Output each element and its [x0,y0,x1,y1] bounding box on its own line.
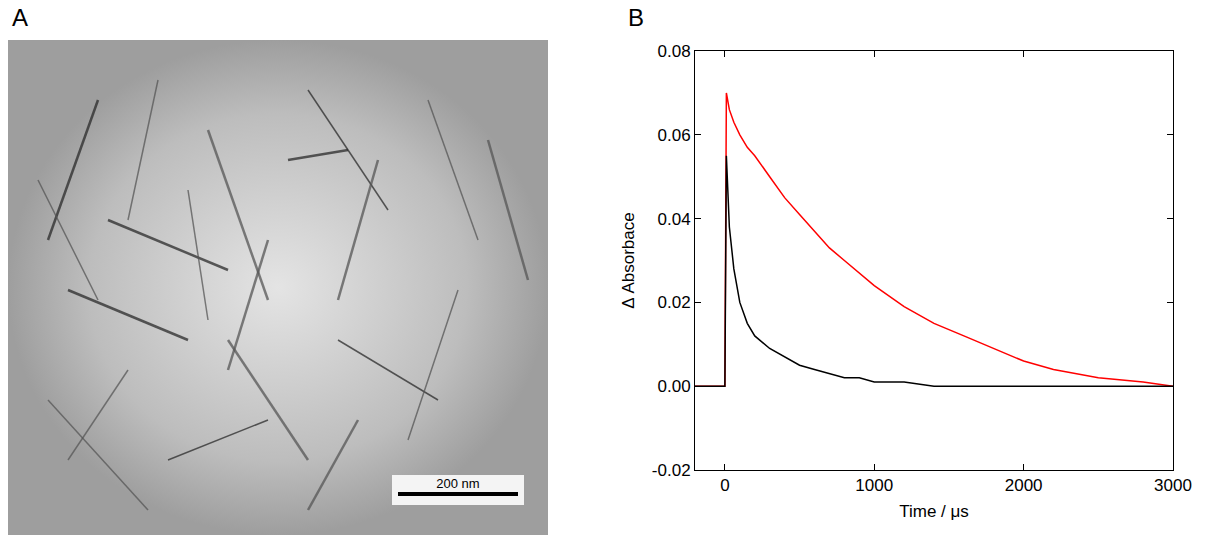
html-text:A: A [12,4,28,31]
svg-text:0.04: 0.04 [658,210,691,229]
svg-text:0: 0 [720,476,729,495]
html-text:B: B [628,4,644,31]
svg-text:Δ Absorbace: Δ Absorbace [619,212,638,308]
svg-text:0.08: 0.08 [658,42,691,61]
svg-text:2000: 2000 [1005,476,1043,495]
svg-text:Time / μs: Time / μs [899,502,969,521]
svg-text:0.02: 0.02 [658,293,691,312]
svg-text:0.06: 0.06 [658,126,691,145]
svg-text:3000: 3000 [1154,476,1192,495]
svg-text:-0.02: -0.02 [652,461,691,480]
svg-text:200 nm: 200 nm [436,476,479,491]
svg-text:1000: 1000 [855,476,893,495]
svg-text:0.00: 0.00 [658,377,691,396]
